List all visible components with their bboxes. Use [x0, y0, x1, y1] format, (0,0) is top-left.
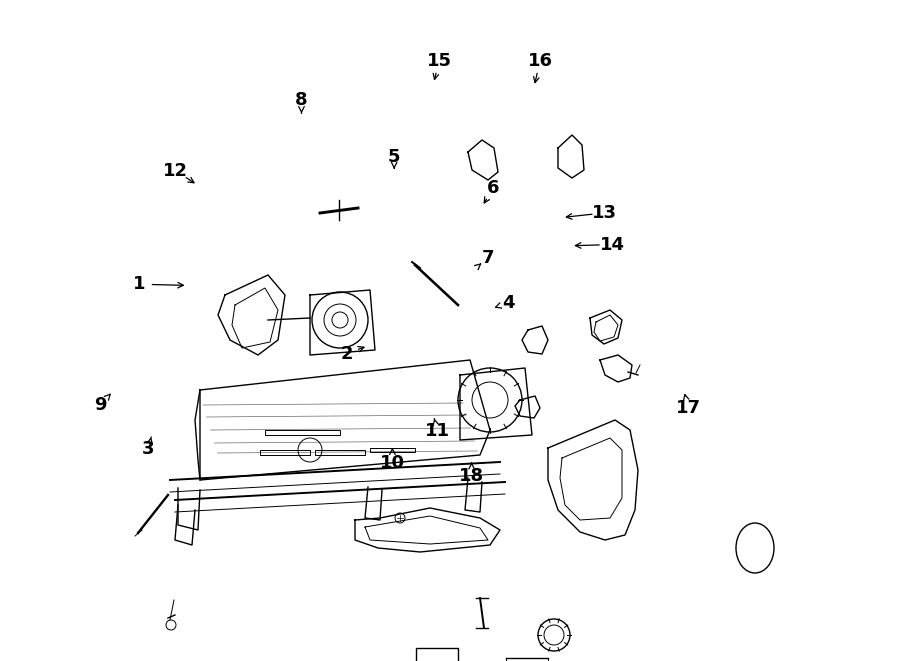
Text: 16: 16: [527, 52, 553, 70]
Text: 17: 17: [676, 399, 701, 418]
Text: 12: 12: [163, 161, 188, 180]
Text: 3: 3: [142, 440, 155, 459]
Text: 18: 18: [459, 467, 484, 485]
Text: 4: 4: [502, 293, 515, 312]
Text: 2: 2: [340, 344, 353, 363]
Text: 9: 9: [94, 395, 107, 414]
Bar: [370, 448, 415, 452]
Text: 8: 8: [295, 91, 308, 110]
Text: 5: 5: [388, 148, 400, 167]
Text: 6: 6: [487, 179, 500, 198]
Bar: [416, 648, 458, 661]
Text: 1: 1: [133, 275, 146, 293]
Text: 14: 14: [599, 235, 625, 254]
Text: 15: 15: [427, 52, 452, 70]
Text: 7: 7: [482, 249, 494, 267]
Text: 10: 10: [380, 453, 405, 472]
Bar: [260, 450, 310, 455]
Text: 11: 11: [425, 422, 450, 440]
Bar: [265, 430, 340, 435]
Bar: [315, 450, 365, 455]
Text: 13: 13: [592, 204, 617, 222]
